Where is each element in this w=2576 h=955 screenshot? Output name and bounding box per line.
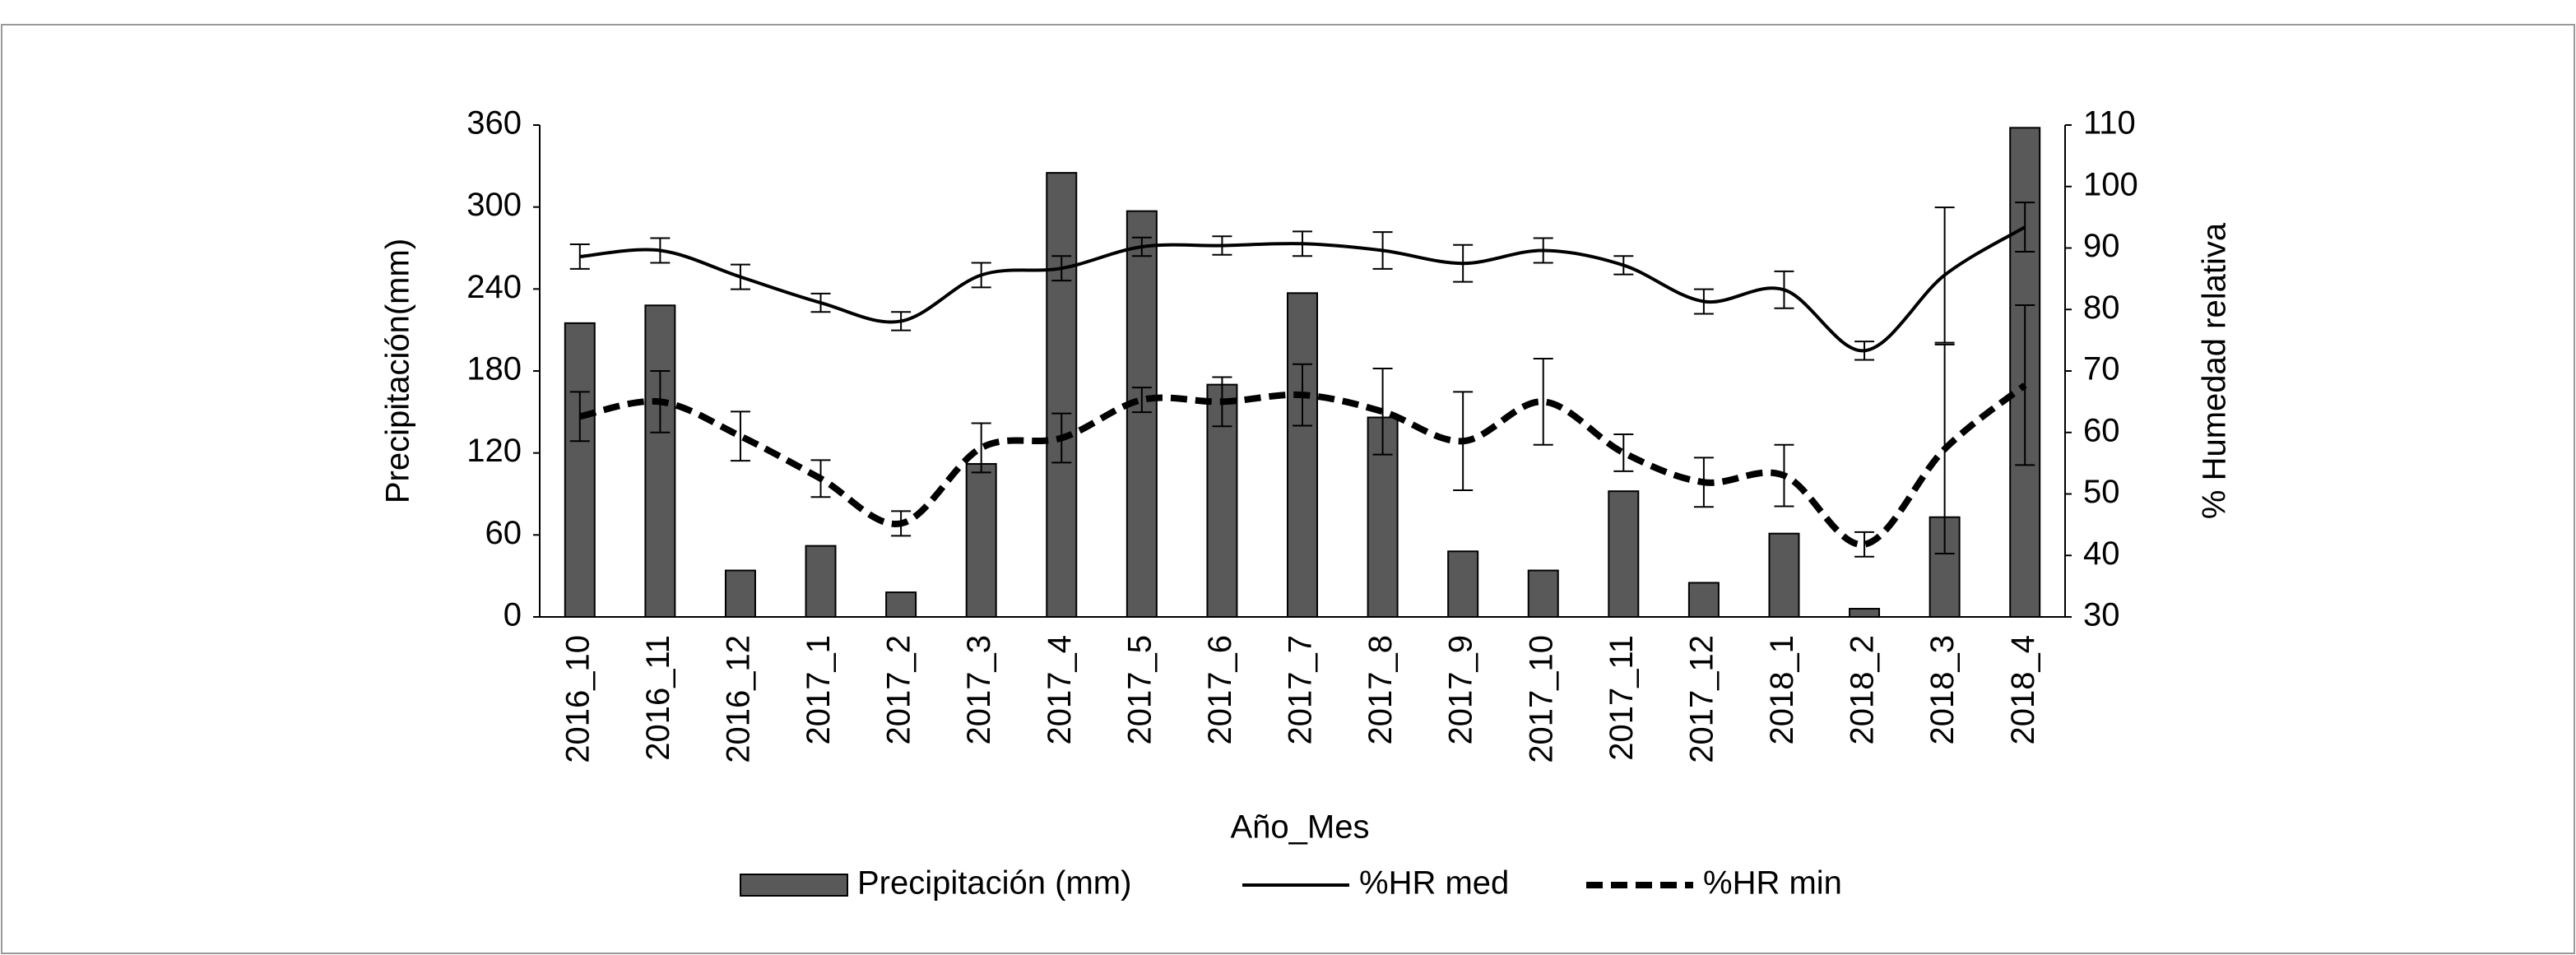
y2-tick-label: 80	[2083, 290, 2120, 326]
x-tick-label: 2018_2	[1845, 635, 1881, 744]
error-bar	[569, 243, 590, 270]
bar	[1768, 532, 1800, 619]
bar	[1608, 490, 1640, 619]
y-tick-label: 300	[466, 187, 522, 223]
x-tick-label: 2017_2	[881, 635, 917, 744]
error-bar	[1533, 358, 1553, 446]
bar	[1527, 569, 1559, 618]
y-tick-label: 360	[466, 105, 522, 141]
y-tick-label: 180	[466, 351, 522, 387]
x-tick-label: 2017_12	[1683, 635, 1720, 763]
y2-tick-label: 110	[2083, 105, 2136, 141]
x-tick-label: 2018_3	[1924, 635, 1961, 744]
bar	[805, 545, 837, 618]
line	[578, 382, 2027, 548]
bar	[1126, 210, 1158, 618]
y2-tick-label: 70	[2083, 351, 2120, 387]
bar	[1849, 608, 1881, 618]
x-tick-label: 2017_4	[1042, 635, 1078, 744]
error-bar	[730, 410, 750, 462]
y2-tick-label: 30	[2083, 597, 2120, 633]
x-tick-label: 2017_5	[1121, 635, 1158, 744]
x-tick-label: 2016_10	[559, 635, 596, 763]
legend-label: %HR min	[1703, 865, 1842, 902]
legend-swatch	[740, 874, 848, 897]
bar	[564, 322, 596, 618]
legend-label: Precipitación (mm)	[857, 865, 1131, 902]
bar	[1687, 582, 1720, 619]
error-bar	[1854, 531, 1875, 558]
error-bar	[1372, 368, 1393, 456]
error-bar	[569, 391, 590, 443]
x-axis-title: Año_Mes	[1231, 809, 1370, 846]
bar	[1287, 292, 1318, 618]
x-tick-label: 2017_3	[961, 635, 997, 744]
y-tick-label: 60	[485, 515, 522, 551]
y-tick-label: 0	[504, 597, 522, 633]
line	[579, 225, 2026, 353]
error-bar	[971, 422, 991, 474]
x-tick-label: 2017_7	[1283, 635, 1319, 744]
x-tick-label: 2017_11	[1604, 635, 1640, 761]
error-bar	[1613, 433, 1634, 472]
x-tick-label: 2017_9	[1443, 635, 1479, 744]
y-tick-label: 120	[466, 433, 522, 469]
bar	[1046, 172, 1078, 618]
x-tick-label: 2018_1	[1764, 635, 1800, 744]
bar	[885, 591, 917, 618]
bar	[1447, 550, 1479, 618]
x-tick-label: 2016_12	[721, 635, 757, 763]
x-tick-label: 2017_1	[801, 635, 837, 744]
bar	[965, 462, 997, 619]
y2-tick-label: 100	[2083, 166, 2138, 202]
x-tick-label: 2018_4	[2005, 635, 2041, 744]
error-bar	[1131, 387, 1152, 414]
x-tick-label: 2017_6	[1202, 635, 1238, 744]
x-tick-label: 2017_10	[1523, 635, 1559, 763]
y2-tick-label: 40	[2083, 535, 2120, 572]
legend-label: %HR med	[1359, 865, 1509, 902]
bar	[724, 569, 756, 618]
y2-tick-label: 90	[2083, 228, 2120, 264]
y-axis-title: Precipitación(mm)	[380, 239, 416, 503]
y2-axis-title: % Humedad relativa	[2197, 222, 2233, 519]
bar	[644, 304, 676, 618]
x-tick-label: 2017_8	[1362, 635, 1399, 744]
x-tick-label: 2016_11	[640, 635, 676, 761]
y2-tick-label: 60	[2083, 412, 2120, 448]
y-tick-label: 240	[466, 269, 522, 305]
y2-tick-label: 50	[2083, 474, 2120, 510]
